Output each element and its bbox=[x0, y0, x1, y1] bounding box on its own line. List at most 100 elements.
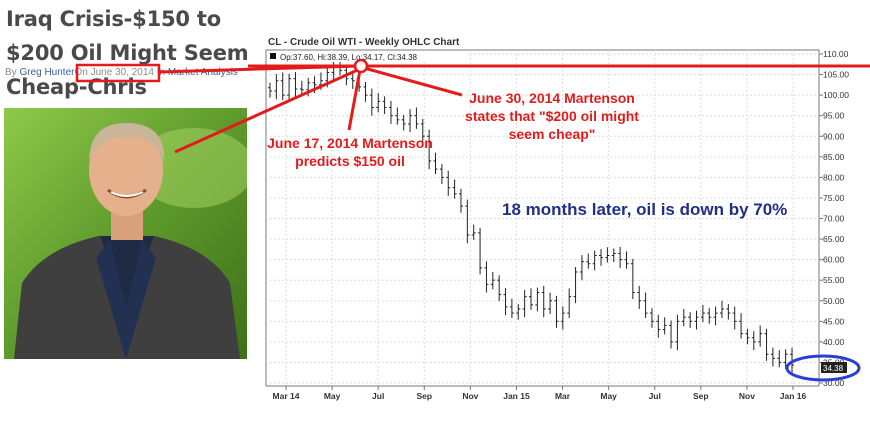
category-link[interactable]: Market Analysis bbox=[167, 67, 238, 78]
ohlc-bar bbox=[560, 306, 565, 330]
annotation-june30: June 30, 2014 Martenson states that "$20… bbox=[465, 90, 639, 142]
ohlc-bar bbox=[739, 313, 744, 339]
y-tick-label: 60.00 bbox=[823, 255, 845, 265]
y-tick-label: 110.00 bbox=[823, 49, 849, 59]
ohlc-bar bbox=[287, 73, 292, 102]
ohlc-bar bbox=[567, 288, 572, 319]
ohlc-bar bbox=[363, 81, 368, 102]
y-tick-label: 70.00 bbox=[823, 214, 845, 224]
y-tick-label: 85.00 bbox=[823, 152, 845, 162]
pointer-line-june30 bbox=[363, 66, 463, 97]
ohlc-bar bbox=[382, 96, 387, 115]
byline-prefix: By bbox=[5, 67, 20, 78]
ohlc-bar bbox=[541, 285, 546, 318]
ohlc-bar bbox=[777, 350, 782, 368]
ohlc-bar bbox=[643, 292, 648, 319]
pointer-line-june17 bbox=[347, 69, 362, 131]
ohlc-bar bbox=[573, 267, 578, 304]
ohlc-bar bbox=[388, 100, 393, 124]
ohlc-bar bbox=[611, 248, 616, 263]
grid-lines bbox=[266, 50, 819, 386]
ohlc-bar bbox=[478, 227, 483, 275]
x-tick-label: Jan 16 bbox=[780, 391, 807, 401]
ohlc-bar bbox=[618, 246, 623, 268]
y-tick-label: 75.00 bbox=[823, 193, 845, 203]
ohlc-bar bbox=[669, 320, 674, 349]
x-axis-ticks: Mar 14 May Jul Sep Nov Jan 15 Mar May Jul Sep Nov J… bbox=[273, 386, 807, 401]
x-tick-label: May bbox=[600, 391, 617, 401]
x-tick-label: Sep bbox=[416, 391, 432, 401]
ohlc-bar bbox=[719, 300, 724, 319]
ohlc-bar bbox=[637, 285, 642, 309]
ohlc-bar bbox=[458, 188, 463, 213]
x-tick-label: Sep bbox=[693, 391, 709, 401]
ohlc-bar bbox=[681, 308, 686, 327]
ohlc-bar bbox=[280, 72, 285, 101]
ohlc-bar bbox=[579, 255, 584, 281]
y-tick-label: 55.00 bbox=[823, 275, 845, 285]
x-tick-label: Mar bbox=[555, 391, 571, 401]
ohlc-bar bbox=[713, 306, 718, 326]
ohlc-readout-bg bbox=[267, 51, 467, 62]
ohlc-bar bbox=[732, 306, 737, 330]
ohlc-bar bbox=[274, 74, 279, 100]
ohlc-bar bbox=[299, 80, 304, 95]
ohlc-bar bbox=[408, 109, 413, 133]
ohlc-bar bbox=[605, 247, 610, 263]
ohlc-bar bbox=[535, 287, 540, 312]
ohlc-bar bbox=[700, 304, 705, 323]
author-link[interactable]: Greg Hunter bbox=[19, 67, 75, 78]
ohlc-bar bbox=[548, 292, 553, 314]
y-tick-label: 40.00 bbox=[823, 337, 845, 347]
ohlc-bar bbox=[446, 170, 451, 196]
ohlc-bar bbox=[516, 304, 521, 320]
ohlc-bar bbox=[433, 152, 438, 175]
ohlc-bar bbox=[420, 118, 425, 143]
x-tick-label: Jul bbox=[649, 391, 661, 401]
ohlc-bar bbox=[376, 93, 381, 113]
ohlc-bar bbox=[293, 72, 298, 98]
last-price-tag bbox=[821, 362, 847, 373]
y-tick-label: 100.00 bbox=[823, 90, 849, 100]
ohlc-bar bbox=[592, 250, 597, 271]
ohlc-bar bbox=[751, 331, 756, 351]
y-tick-label: 65.00 bbox=[823, 234, 845, 244]
ohlc-bar bbox=[554, 295, 559, 328]
x-tick-label: Nov bbox=[739, 391, 755, 401]
chart-title: CL - Crude Oil WTI - Weekly OHLC Chart bbox=[268, 37, 460, 48]
annotation-summary: 18 months later, oil is down by 70% bbox=[502, 200, 788, 219]
ohlc-bar bbox=[350, 72, 355, 89]
y-tick-label: 105.00 bbox=[823, 70, 849, 80]
ohlc-bar bbox=[509, 298, 514, 319]
ohlc-bar bbox=[529, 288, 533, 310]
ohlc-bar bbox=[395, 107, 400, 125]
x-tick-label: Nov bbox=[462, 391, 478, 401]
ohlc-bar bbox=[688, 312, 693, 328]
ohlc-bar bbox=[707, 308, 712, 324]
ohlc-bar bbox=[656, 314, 661, 338]
peak-marker bbox=[353, 58, 369, 74]
ohlc-bar bbox=[452, 179, 457, 199]
x-tick-label: Jan 15 bbox=[503, 391, 530, 401]
ohlc-bar bbox=[599, 248, 604, 266]
ohlc-bar bbox=[649, 308, 654, 328]
last-price-label: 34.38 bbox=[823, 364, 844, 373]
ohlc-readout-marker bbox=[270, 53, 276, 59]
ohlc-bar bbox=[745, 328, 750, 345]
y-tick-label: 90.00 bbox=[823, 131, 845, 141]
ohlc-bar bbox=[662, 317, 667, 335]
y-tick-label: 45.00 bbox=[823, 316, 845, 326]
y-tick-label: 80.00 bbox=[823, 172, 845, 182]
ohlc-bar bbox=[401, 114, 406, 131]
ohlc-bar bbox=[490, 271, 495, 290]
ohlc-bar bbox=[694, 310, 699, 330]
ohlc-bar bbox=[414, 107, 419, 129]
ohlc-bar bbox=[522, 290, 527, 318]
x-tick-label: May bbox=[324, 391, 341, 401]
ohlc-bar bbox=[783, 349, 788, 370]
ohlc-bar bbox=[630, 258, 635, 300]
ohlc-bar bbox=[586, 253, 591, 269]
annotation-june17: June 17, 2014 Martenson predicts $150 oi… bbox=[267, 135, 433, 169]
ohlc-bar bbox=[427, 129, 432, 170]
